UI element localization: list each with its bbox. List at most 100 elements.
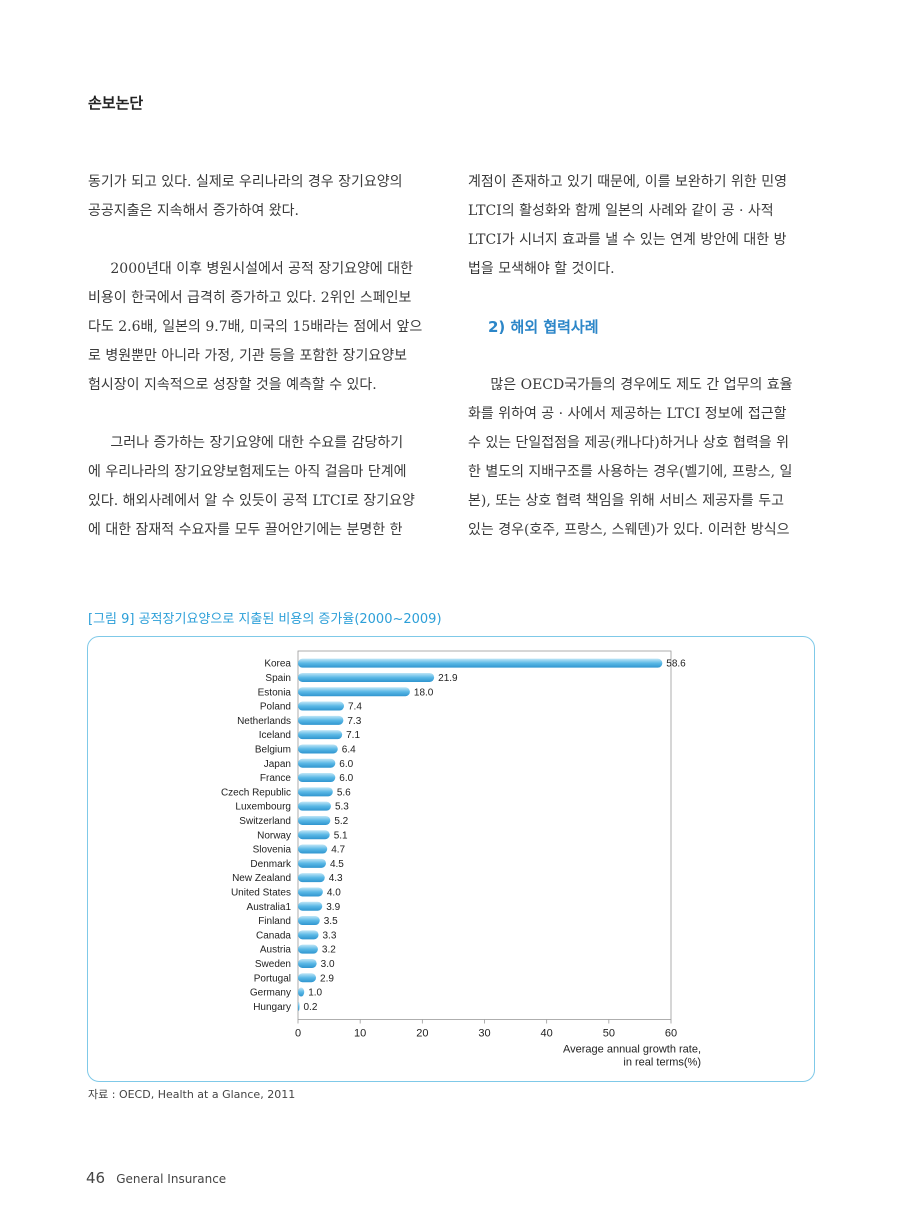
category-label: United States [231,887,291,898]
x-axis-title: in real terms(%) [623,1057,701,1069]
value-label: 5.6 [337,787,351,798]
category-label: Austria [260,945,292,956]
figure-source: 자료 : OECD, Health at a Glance, 2011 [88,1088,296,1101]
category-label: Iceland [259,730,291,741]
value-label: 18.0 [414,687,434,698]
text-line: 로 병원뿐만 아니라 가정, 기관 등을 포함한 장기요양보 [88,348,407,364]
value-label: 21.9 [438,673,458,684]
value-label: 4.0 [327,887,341,898]
publication-name: General Insurance [116,1172,227,1186]
bar [298,901,323,911]
paragraph-3: 그러나 증가하는 장기요양에 대한 수요를 감당하기 에 우리나라의 장기요양보… [88,429,434,545]
category-label: Spain [265,673,291,684]
page-number: 46 [86,1169,106,1187]
figure-frame: Korea 58.6 Spain 21.9 Estonia 18.0 Poland 7.4 Ne… [87,636,815,1082]
x-tick-label: 0 [295,1028,301,1040]
category-label: Germany [250,988,291,999]
value-label: 2.9 [320,973,334,984]
bar [298,830,330,840]
left-text-column: 동기가 되고 있다. 실제로 우리나라의 경우 장기요양의 공공지출은 지속해서… [88,168,434,545]
value-label: 3.9 [326,902,340,913]
paragraph-2: 2000년대 이후 병원시설에서 공적 장기요양에 대한 비용이 한국에서 급격… [88,255,434,400]
x-tick-label: 10 [354,1028,366,1040]
bar [298,887,323,897]
x-tick-label: 20 [416,1028,428,1040]
category-label: Luxembourg [235,802,291,813]
x-tick-label: 30 [478,1028,490,1040]
text-line: 화를 위하여 공 · 사에서 제공하는 LTCI 정보에 접근할 [468,406,787,422]
value-label: 7.4 [348,702,362,713]
x-tick-label: 40 [541,1028,553,1040]
category-label: Japan [264,759,291,770]
text-line: 본), 또는 상호 협력 책임을 위해 서비스 제공자를 두고 [468,493,784,509]
category-label: Netherlands [237,716,291,727]
bar [298,758,336,768]
value-label: 5.2 [334,816,348,827]
bar [298,1001,300,1011]
right-text-column: 계점이 존재하고 있기 때문에, 이를 보완하기 위한 민영 LTCI의 활성화… [468,168,814,545]
value-label: 7.3 [347,716,361,727]
category-label: New Zealand [232,873,291,884]
figure-title: [그림 9] 공적장기요양으로 지출된 비용의 증가율(2000~2009) [88,612,442,627]
category-label: Hungary [253,1002,291,1013]
text-line: 수 있는 단일접점을 제공(캐나다)하거나 상호 협력을 위 [468,435,789,451]
text-line: LTCI의 활성화와 함께 일본의 사례와 같이 공 · 사적 [468,203,774,219]
text-line: 다도 2.6배, 일본의 9.7배, 미국의 15배라는 점에서 앞으 [88,319,423,335]
category-label: Slovenia [253,845,292,856]
text-line: 계점이 존재하고 있기 때문에, 이를 보완하기 위한 민영 [468,174,787,190]
bar [298,773,336,783]
value-label: 6.0 [339,773,353,784]
value-label: 5.1 [334,830,348,841]
text-line: 한 별도의 지배구조를 사용하는 경우(벨기에, 프랑스, 일 [468,464,793,480]
bar [298,787,333,797]
value-label: 3.3 [323,930,337,941]
bar [298,801,331,811]
text-line: 많은 OECD국가들의 경우에도 제도 간 업무의 효율 [490,377,793,393]
bar [298,958,317,968]
text-line: 비용이 한국에서 급격히 증가하고 있다. 2위인 스페인보 [88,290,412,306]
value-label: 7.1 [346,730,360,741]
category-label: Australia1 [247,902,292,913]
text-line: 법을 모색해야 할 것이다. [468,261,615,277]
category-label: Finland [258,916,291,927]
text-line: 동기가 되고 있다. 실제로 우리나라의 경우 장기요양의 [88,174,403,190]
category-label: Korea [264,659,291,670]
bar [298,844,328,854]
paragraph-4: 계점이 존재하고 있기 때문에, 이를 보완하기 위한 민영 LTCI의 활성화… [468,168,814,284]
bar [298,658,663,668]
text-line: 험시장이 지속적으로 성장할 것을 예측할 수 있다. [88,377,377,393]
bar [298,744,338,754]
value-label: 3.2 [322,945,336,956]
bar [298,987,305,997]
text-line: 에 대한 잠재적 수요자를 모두 끌어안기에는 분명한 한 [88,522,403,538]
value-label: 4.5 [330,859,344,870]
x-tick-label: 50 [603,1028,615,1040]
paragraph-5: 많은 OECD국가들의 경우에도 제도 간 업무의 효율 화를 위하여 공 · … [468,371,814,545]
text-line: 있다. 해외사례에서 알 수 있듯이 공적 LTCI로 장기요양 [88,493,415,509]
category-label: Sweden [255,959,291,970]
category-label: Belgium [255,744,291,755]
text-line: 2000년대 이후 병원시설에서 공적 장기요양에 대한 [110,261,413,277]
value-label: 5.3 [335,802,349,813]
category-label: Czech Republic [221,787,291,798]
bar [298,916,320,926]
value-label: 0.2 [304,1002,318,1013]
bar [298,715,344,725]
bar [298,973,317,983]
bar [298,815,331,825]
bar [298,944,318,954]
bar [298,930,319,940]
category-label: Estonia [258,687,292,698]
bar [298,701,345,711]
bar [298,858,326,868]
bar [298,687,410,697]
category-label: Switzerland [239,816,291,827]
category-label: Poland [260,702,291,713]
text-line: 그러나 증가하는 장기요양에 대한 수요를 감당하기 [110,435,404,451]
page-footer: 46 General Insurance [86,1168,226,1187]
bar [298,672,435,682]
value-label: 6.0 [339,759,353,770]
category-label: Denmark [250,859,292,870]
value-label: 3.5 [324,916,338,927]
x-axis-title: Average annual growth rate, [563,1044,701,1056]
